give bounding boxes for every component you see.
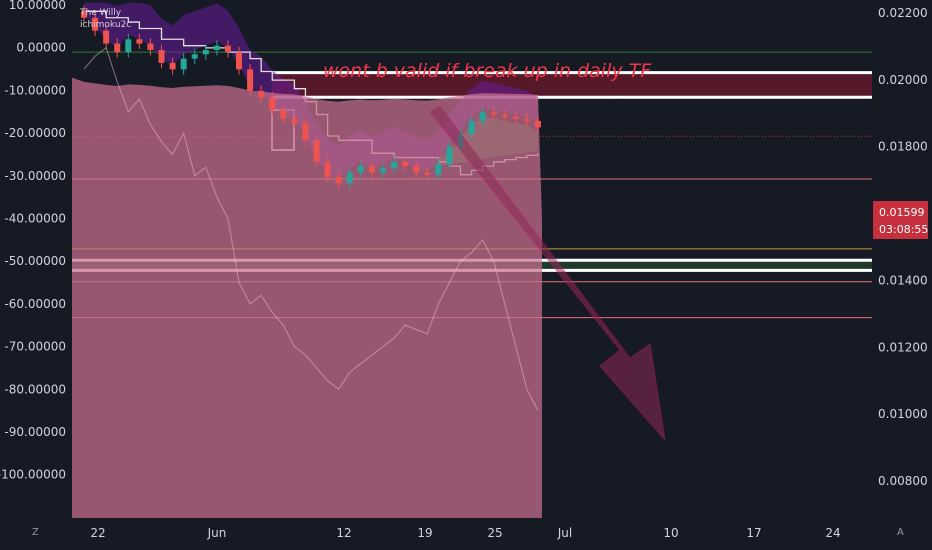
candles: [81, 5, 541, 189]
candle-body-27: [379, 168, 386, 173]
candle-body-5: [136, 39, 143, 44]
candle-body-41: [535, 120, 541, 128]
x-tick-2: 12: [336, 526, 351, 540]
willy-fill: [72, 77, 542, 518]
candle-body-9: [180, 58, 187, 70]
candle-body-39: [512, 116, 519, 119]
candle-body-12: [213, 45, 220, 50]
candle-body-18: [280, 110, 287, 119]
x-tick-6: 10: [663, 526, 678, 540]
right-tick-5: 0.01200: [878, 340, 928, 354]
candle-body-4: [125, 39, 132, 53]
candle-body-36: [479, 112, 486, 121]
candle-body-26: [368, 166, 375, 173]
candle-body-30: [413, 166, 420, 173]
last-price-timer: 03:08:55: [879, 223, 928, 236]
last-price-value: 0.01599: [879, 206, 925, 219]
candle-body-15: [247, 69, 254, 91]
x-tick-8: 24: [825, 526, 840, 540]
right-tick-0: 0.02200: [878, 6, 928, 20]
x-tick-4: 25: [487, 526, 502, 540]
candle-body-14: [236, 52, 243, 70]
x-tick-7: 17: [746, 526, 761, 540]
willy-line: [83, 46, 539, 411]
candle-body-40: [523, 118, 530, 121]
left-tick-0: 10.00000: [9, 0, 66, 12]
candle-body-0: [81, 11, 87, 18]
candle-body-20: [302, 123, 309, 141]
candle-body-31: [424, 172, 431, 175]
right-tick-7: 0.00800: [878, 474, 928, 488]
candle-body-11: [202, 50, 209, 55]
right-tick-6: 0.01000: [878, 407, 928, 421]
x-tick-0: 22: [90, 526, 105, 540]
candle-body-8: [169, 62, 176, 70]
candle-body-24: [346, 172, 353, 184]
left-tick-2: -10.00000: [4, 83, 66, 97]
left-tick-1: 0.00000: [16, 41, 66, 55]
x-tick-5: Jul: [557, 526, 572, 540]
candle-body-17: [269, 97, 276, 111]
projection-arrow-shape: [429, 105, 666, 442]
projection-arrow: [429, 105, 666, 442]
candle-body-13: [224, 45, 231, 53]
candle-body-38: [501, 114, 508, 117]
candle-body-3: [114, 43, 121, 53]
candle-body-16: [258, 90, 265, 98]
left-tick-6: -50.00000: [4, 254, 66, 268]
candle-body-33: [446, 146, 453, 164]
candle-body-28: [391, 161, 398, 169]
corner-button-right[interactable]: A: [897, 527, 904, 538]
right-tick-2: 0.01800: [878, 140, 928, 154]
bottom-axis-bg: [0, 518, 932, 550]
left-tick-11: -100.00000: [0, 468, 66, 482]
candle-body-35: [468, 120, 475, 134]
candle-body-7: [158, 50, 165, 63]
left-tick-8: -70.00000: [4, 340, 66, 354]
candle-body-37: [490, 112, 497, 115]
corner-button-left[interactable]: Z: [32, 527, 39, 538]
indicator-sub: ichimoku2c: [80, 20, 131, 30]
right-tick-4: 0.01400: [878, 273, 928, 287]
candle-body-25: [357, 166, 364, 173]
left-axis-bg: [0, 0, 72, 550]
x-tick-3: 19: [417, 526, 432, 540]
x-tick-1: Jun: [207, 526, 227, 540]
last-price-tag: [873, 201, 928, 239]
right-tick-1: 0.02000: [878, 73, 928, 87]
left-tick-10: -90.00000: [4, 425, 66, 439]
chart-annotation: wont b valid if break up in daily TF: [323, 60, 652, 82]
indicator-name: The Willy: [79, 8, 122, 18]
left-tick-9: -80.00000: [4, 382, 66, 396]
left-tick-7: -60.00000: [4, 297, 66, 311]
candle-body-19: [291, 118, 298, 124]
candle-body-22: [324, 161, 331, 177]
candle-body-29: [402, 161, 409, 167]
left-tick-3: -20.00000: [4, 126, 66, 140]
resistance-zone: [272, 72, 872, 98]
candle-body-23: [335, 176, 342, 184]
candle-body-6: [147, 43, 154, 50]
candle-body-10: [191, 54, 198, 59]
left-tick-4: -30.00000: [4, 169, 66, 183]
right-axis-bg: [872, 0, 932, 550]
candle-body-2: [103, 30, 110, 44]
candle-body-21: [313, 140, 320, 162]
kumo-bear: [84, 2, 538, 180]
left-tick-5: -40.00000: [4, 212, 66, 226]
candle-body-32: [435, 163, 442, 175]
candle-body-1: [92, 17, 99, 31]
willy-area: [72, 46, 542, 518]
